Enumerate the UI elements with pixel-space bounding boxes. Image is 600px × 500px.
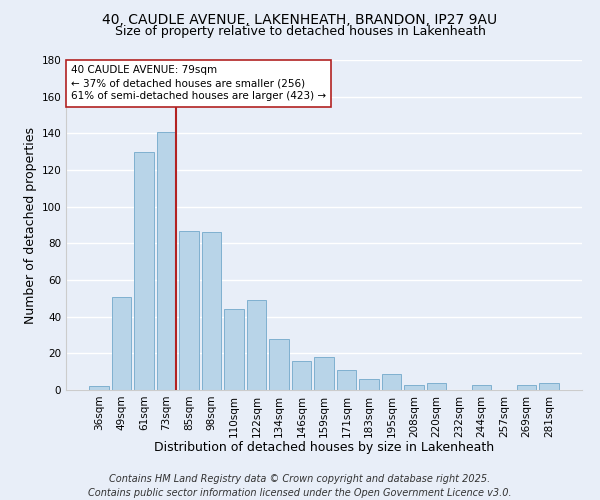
Bar xyxy=(224,310,244,390)
Bar xyxy=(89,386,109,390)
Bar xyxy=(134,152,154,390)
Bar xyxy=(427,382,446,390)
Bar xyxy=(382,374,401,390)
Bar xyxy=(157,132,176,390)
Bar xyxy=(247,300,266,390)
Text: 40, CAUDLE AVENUE, LAKENHEATH, BRANDON, IP27 9AU: 40, CAUDLE AVENUE, LAKENHEATH, BRANDON, … xyxy=(103,12,497,26)
Bar xyxy=(337,370,356,390)
Text: 40 CAUDLE AVENUE: 79sqm
← 37% of detached houses are smaller (256)
61% of semi-d: 40 CAUDLE AVENUE: 79sqm ← 37% of detache… xyxy=(71,65,326,102)
Bar xyxy=(314,357,334,390)
Bar xyxy=(517,384,536,390)
Bar xyxy=(539,382,559,390)
Bar xyxy=(404,384,424,390)
Bar xyxy=(112,296,131,390)
X-axis label: Distribution of detached houses by size in Lakenheath: Distribution of detached houses by size … xyxy=(154,441,494,454)
Bar xyxy=(202,232,221,390)
Bar xyxy=(269,338,289,390)
Bar xyxy=(472,384,491,390)
Text: Contains HM Land Registry data © Crown copyright and database right 2025.
Contai: Contains HM Land Registry data © Crown c… xyxy=(88,474,512,498)
Bar xyxy=(179,230,199,390)
Bar xyxy=(292,360,311,390)
Text: Size of property relative to detached houses in Lakenheath: Size of property relative to detached ho… xyxy=(115,25,485,38)
Bar xyxy=(359,379,379,390)
Y-axis label: Number of detached properties: Number of detached properties xyxy=(24,126,37,324)
